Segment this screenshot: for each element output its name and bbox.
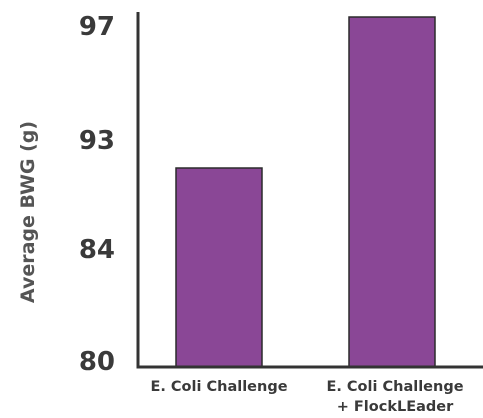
x-tick-label: E. Coli Challenge + FlockLEader	[326, 379, 463, 415]
x-tick-labels: E. Coli Challenge E. Coli Challenge + Floc…	[150, 379, 463, 415]
x-tick-label: E. Coli Challenge	[150, 379, 287, 395]
y-tick-labels: 80 84 93 97	[79, 12, 115, 377]
bar-2	[348, 16, 436, 368]
axes-group	[136, 12, 483, 369]
axis-lines	[136, 12, 483, 369]
y-tick-label: 97	[79, 12, 115, 42]
y-tick-label: 93	[79, 126, 115, 156]
y-tick-label: 80	[79, 347, 115, 377]
y-axis-label: Average BWG (g)	[17, 121, 39, 303]
y-tick-label: 84	[79, 235, 115, 265]
bars-group	[175, 16, 436, 368]
bar-1	[175, 167, 263, 368]
